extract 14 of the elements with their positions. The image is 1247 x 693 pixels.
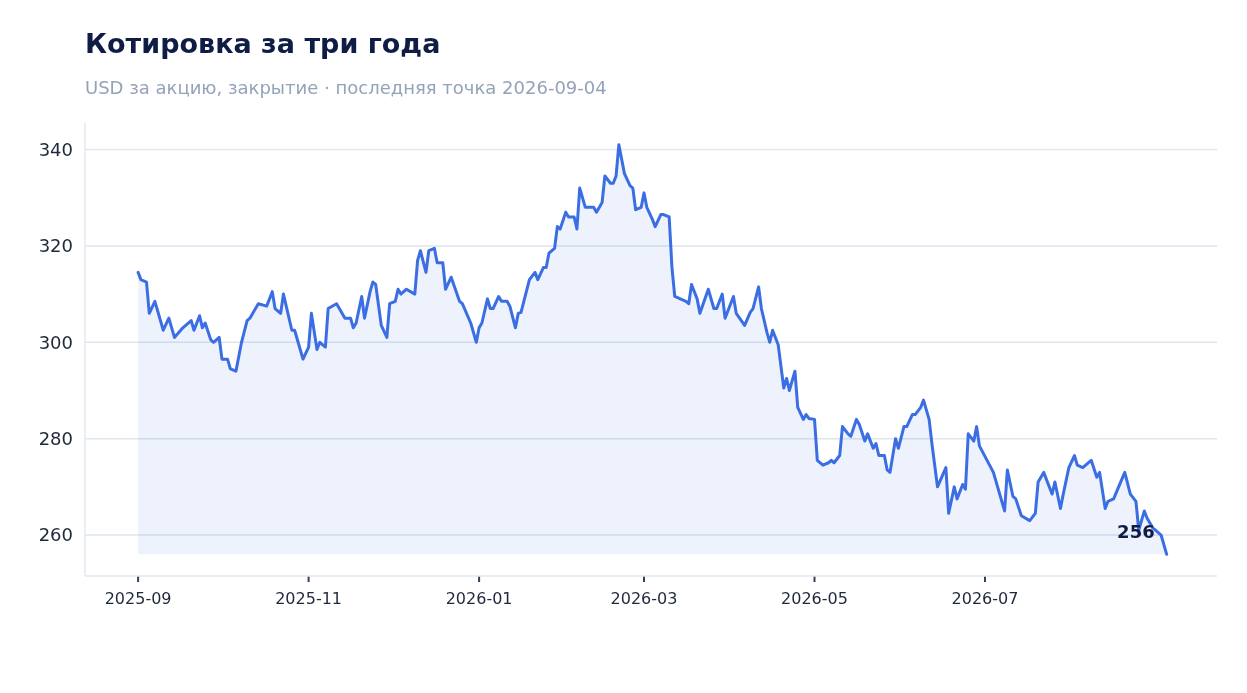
x-tick-label: 2026-07 bbox=[951, 589, 1019, 608]
x-tick-label: 2025-11 bbox=[275, 589, 343, 608]
y-tick-label: 280 bbox=[38, 427, 73, 449]
chart-title: Котировка за три года bbox=[85, 28, 441, 59]
y-tick-label: 340 bbox=[38, 138, 73, 160]
x-tick-label: 2026-05 bbox=[781, 589, 848, 608]
x-tick-label: 2025-09 bbox=[104, 589, 172, 608]
y-tick-label: 260 bbox=[38, 524, 73, 546]
chart-subtitle: USD за акцию, закрытие · последняя точка 2026-09-04 bbox=[85, 77, 607, 98]
x-tick-label: 2026-01 bbox=[445, 589, 513, 608]
x-tick-label: 2026-03 bbox=[610, 589, 678, 608]
y-tick-label: 320 bbox=[38, 235, 73, 257]
y-tick-label: 300 bbox=[38, 331, 73, 353]
annotation: 256 bbox=[1117, 521, 1155, 543]
